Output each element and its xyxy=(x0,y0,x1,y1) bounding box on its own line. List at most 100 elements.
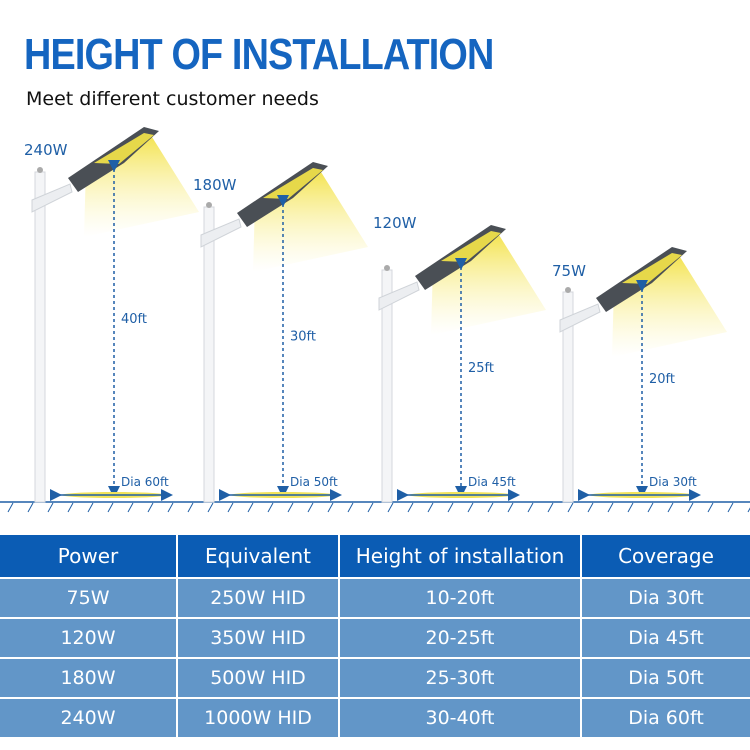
hatch-mark xyxy=(47,502,54,513)
hatch-mark xyxy=(667,502,674,513)
power-label: 240W xyxy=(24,141,68,159)
hatch-mark xyxy=(167,502,174,513)
coverage-label: Dia 50ft xyxy=(290,475,338,489)
power-label: 75W xyxy=(552,262,586,280)
hatch-mark xyxy=(107,502,114,513)
header-power: Power xyxy=(0,533,178,579)
page-title: HEIGHT OF INSTALLATION xyxy=(24,30,494,79)
hatch-mark xyxy=(447,502,454,513)
cell-height: 25-30ft xyxy=(338,657,582,699)
lamp-lens xyxy=(94,133,154,164)
hatch-mark xyxy=(747,507,750,513)
hatch-mark xyxy=(87,502,94,513)
hatch-mark xyxy=(707,502,714,513)
cell-coverage: Dia 50ft xyxy=(580,657,750,699)
cell-equivalent: 250W HID xyxy=(176,577,340,619)
hatch-mark xyxy=(7,502,14,513)
cell-power: 120W xyxy=(0,617,178,659)
lamp-75W: 75W 20ft Dia 30ft xyxy=(552,247,727,503)
hatch-mark xyxy=(727,502,734,513)
hatch-mark xyxy=(287,502,294,513)
coverage-label: Dia 45ft xyxy=(468,475,516,489)
pole-cap xyxy=(206,202,212,208)
height-label: 20ft xyxy=(649,372,675,387)
pole-arm xyxy=(200,218,242,248)
cell-height: 30-40ft xyxy=(338,697,582,739)
hatch-mark xyxy=(147,502,154,513)
ground-hatching xyxy=(7,502,750,513)
lamp-lens xyxy=(441,231,501,262)
hatch-mark xyxy=(427,502,434,513)
light-beam xyxy=(612,257,727,357)
hatch-mark xyxy=(527,502,534,513)
power-label: 180W xyxy=(193,176,237,194)
table-row: 75W 250W HID 10-20ft Dia 30ft xyxy=(0,577,750,619)
hatch-mark xyxy=(367,502,374,513)
hatch-mark xyxy=(347,502,354,513)
header-equivalent: Equivalent xyxy=(176,533,340,579)
hatch-mark xyxy=(207,502,214,513)
hatch-mark xyxy=(507,502,514,513)
hatch-mark xyxy=(387,502,394,513)
hatch-mark xyxy=(267,502,274,513)
pole-arm xyxy=(378,281,420,311)
height-label: 30ft xyxy=(290,330,316,345)
cell-height: 20-25ft xyxy=(338,617,582,659)
hatch-mark xyxy=(307,502,314,513)
table-row: 120W 350W HID 20-25ft Dia 45ft xyxy=(0,617,750,659)
pole-arm xyxy=(559,303,601,333)
cell-power: 240W xyxy=(0,697,178,739)
page-subtitle: Meet different customer needs xyxy=(26,88,319,110)
hatch-mark xyxy=(327,502,334,513)
coverage-label: Dia 30ft xyxy=(649,475,697,489)
installation-diagram: 240W 40ft Dia 60ft 180W 30ft Dia 50ft 120W 25ft… xyxy=(0,127,750,513)
cell-height: 10-20ft xyxy=(338,577,582,619)
pole-cap xyxy=(37,167,43,173)
pole xyxy=(203,206,215,503)
lamp-lens xyxy=(263,168,323,199)
hatch-mark xyxy=(67,502,74,513)
pole-cap xyxy=(565,287,571,293)
light-beam xyxy=(431,235,546,335)
header-coverage: Coverage xyxy=(580,533,750,579)
hatch-mark xyxy=(247,502,254,513)
cell-equivalent: 350W HID xyxy=(176,617,340,659)
table-row: 240W 1000W HID 30-40ft Dia 60ft xyxy=(0,697,750,739)
hatch-mark xyxy=(227,502,234,513)
pole xyxy=(34,171,46,503)
hatch-mark xyxy=(547,502,554,513)
lamp-180W: 180W 30ft Dia 50ft xyxy=(193,162,368,503)
height-label: 25ft xyxy=(468,361,494,376)
hatch-mark xyxy=(687,502,694,513)
pole-cap xyxy=(384,265,390,271)
height-label: 40ft xyxy=(121,312,147,327)
hatch-mark xyxy=(607,502,614,513)
hatch-mark xyxy=(647,502,654,513)
cell-equivalent: 500W HID xyxy=(176,657,340,699)
cell-power: 180W xyxy=(0,657,178,699)
light-beam xyxy=(84,137,199,237)
cell-coverage: Dia 30ft xyxy=(580,577,750,619)
hatch-mark xyxy=(587,502,594,513)
coverage-label: Dia 60ft xyxy=(121,475,169,489)
hatch-mark xyxy=(187,502,194,513)
lamp-240W: 240W 40ft Dia 60ft xyxy=(24,127,199,503)
header-height: Height of installation xyxy=(338,533,582,579)
hatch-mark xyxy=(487,502,494,513)
hatch-mark xyxy=(127,502,134,513)
hatch-mark xyxy=(467,502,474,513)
cell-coverage: Dia 60ft xyxy=(580,697,750,739)
light-beam xyxy=(253,172,368,272)
hatch-mark xyxy=(407,502,414,513)
cell-equivalent: 1000W HID xyxy=(176,697,340,739)
cell-coverage: Dia 45ft xyxy=(580,617,750,659)
table-header-row: Power Equivalent Height of installation … xyxy=(0,533,750,579)
cell-power: 75W xyxy=(0,577,178,619)
power-label: 120W xyxy=(373,214,417,232)
pole-arm xyxy=(31,183,73,213)
hatch-mark xyxy=(567,502,574,513)
table-row: 180W 500W HID 25-30ft Dia 50ft xyxy=(0,657,750,699)
hatch-mark xyxy=(27,502,34,513)
spec-table: Power Equivalent Height of installation … xyxy=(0,533,750,739)
lamp-120W: 120W 25ft Dia 45ft xyxy=(373,214,546,503)
